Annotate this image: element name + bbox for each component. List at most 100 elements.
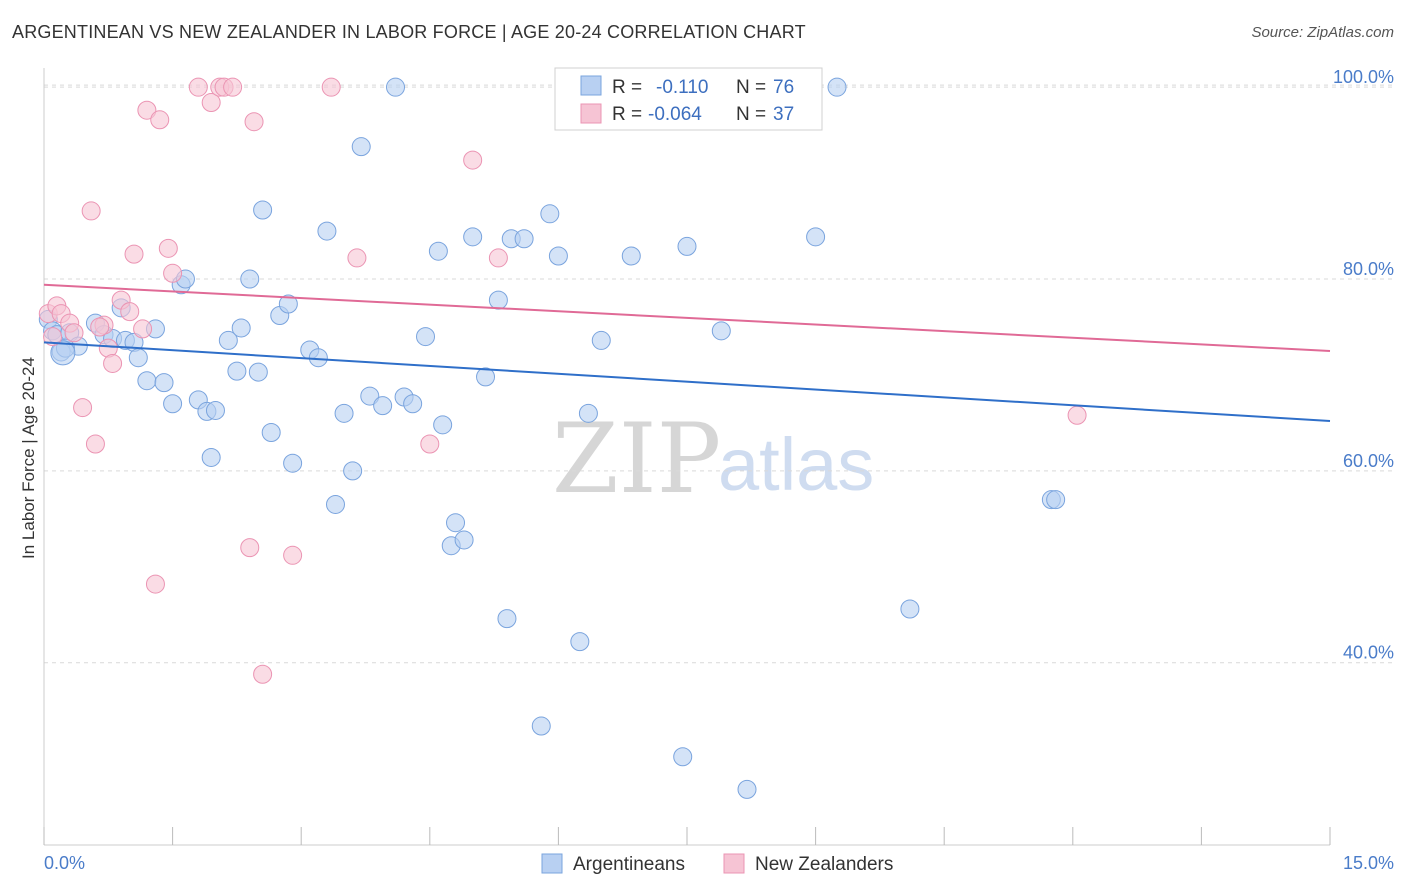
argentinean-point-52 [476,367,496,387]
argentinean-point-50 [454,530,474,550]
new-zealander-point-33 [463,150,483,170]
argentinean-point-53 [488,290,508,310]
new-zealander-point-14 [124,244,144,264]
legend-n-label-2: N = [736,104,766,125]
new-zealander-point-1 [43,327,63,347]
new-zealander-point-19 [158,238,178,258]
new-zealander-trend-line [43,283,1331,352]
y-tick-label-40: 40.0% [1343,643,1394,663]
new-zealander-point-5 [64,323,84,343]
x-tick-label-max: 15.0% [1343,853,1394,873]
stats-legend: R = -0.110 N = 76 R = -0.064 N = 37 [554,67,823,131]
new-zealander-point-26 [240,538,260,558]
argentinean-point-28 [253,200,273,220]
argentinean-point-27 [248,362,268,382]
new-zealander-point-20 [163,263,183,283]
new-zealander-point-25 [223,77,243,97]
argentinean-point-37 [334,403,354,423]
new-zealander-point-15 [133,319,153,339]
argentinean-point-45 [416,327,436,347]
argentinean-point-63 [621,246,641,266]
argentinean-trend-line [43,341,1331,423]
x-ticks [43,827,1331,845]
new-zealander-point-31 [347,248,367,268]
argentinean-point-16 [163,394,183,414]
legend-n-value-2: 37 [773,104,794,125]
argentinean-point-36 [325,494,345,514]
new-zealander-point-35 [1067,405,1087,425]
new-zealander-point-29 [283,545,303,565]
argentinean-point-13 [137,371,157,391]
argentinean-point-34 [308,348,328,368]
legend-r-label-2: R = [612,104,642,125]
new-zealander-point-36 [90,317,110,337]
new-zealander-point-21 [188,77,208,97]
legend-swatch-pink [580,103,602,124]
new-zealander-point-11 [103,353,123,373]
argentinean-point-62 [591,330,611,350]
argentinean-point-65 [673,747,693,767]
legend-r-value-1: -0.110 [656,77,708,98]
argentinean-point-58 [540,204,560,224]
argentinean-point-46 [428,241,448,261]
argentinean-point-24 [227,361,247,381]
grid-lines [44,84,1394,664]
new-zealander-point-32 [420,434,440,454]
argentinean-point-15 [154,373,174,393]
argentinean-point-26 [240,269,260,289]
argentinean-point-39 [351,137,371,157]
y-tick-labels: 40.0% 60.0% 80.0% 100.0% [1333,67,1394,663]
argentinean-point-60 [570,632,590,652]
watermark-atlas: atlas [718,423,874,506]
legend-r-label-1: R = [612,77,642,98]
argentinean-point-35 [317,221,337,241]
bottom-legend-swatch-blue [541,853,563,874]
new-zealander-point-28 [253,664,273,684]
argentinean-point-44 [403,394,423,414]
new-zealander-point-34 [488,248,508,268]
argentinean-point-large [50,340,76,366]
watermark: ZIP atlas [552,403,874,515]
argentinean-point-38 [343,461,363,481]
argentinean-point-51 [463,227,483,247]
legend-n-value-1: 76 [773,77,794,98]
argentinean-point-67 [737,779,757,799]
argentinean-point-59 [548,246,568,266]
argentinean-point-22 [205,400,225,420]
argentinean-point-23 [218,330,238,350]
argentinean-point-54 [497,609,517,629]
argentinean-point-21 [201,447,221,467]
argentinean-point-29 [261,423,281,443]
bottom-legend-label-new-zealanders: New Zealanders [755,854,893,875]
new-zealander-point-13 [120,302,140,322]
new-zealander-point-8 [85,434,105,454]
argentinean-point-73 [1046,490,1066,510]
argentinean-point-12 [128,348,148,368]
bottom-legend-swatch-pink [723,853,745,874]
argentinean-point-61 [578,403,598,423]
y-tick-label-100: 100.0% [1333,67,1394,87]
argentinean-point-70 [827,77,847,97]
argentinean-point-69 [806,227,826,247]
new-zealander-point-17 [145,574,165,594]
argentinean-point-40 [360,386,380,406]
argentinean-point-32 [283,453,303,473]
y-tick-label-60: 60.0% [1343,451,1394,471]
new-zealander-point-27 [244,112,264,132]
new-zealander-point-18 [150,110,170,130]
trend-lines [43,283,1331,423]
argentinean-point-56 [514,229,534,249]
argentinean-point-42 [386,77,406,97]
legend-r-value-2: -0.064 [648,104,702,125]
argentinean-point-47 [433,415,453,435]
legend-swatch-blue [580,75,602,96]
chart-source: Source: ZipAtlas.com [1251,24,1394,41]
legend-n-label-1: N = [736,77,766,98]
argentinean-point-41 [373,396,393,416]
argentinean-point-64 [677,236,697,256]
argentinean-point-71 [900,599,920,619]
x-tick-label-min: 0.0% [44,853,85,873]
series-new-zealanders [38,77,1087,684]
argentinean-point-31 [278,294,298,314]
argentinean-point-66 [711,321,731,341]
